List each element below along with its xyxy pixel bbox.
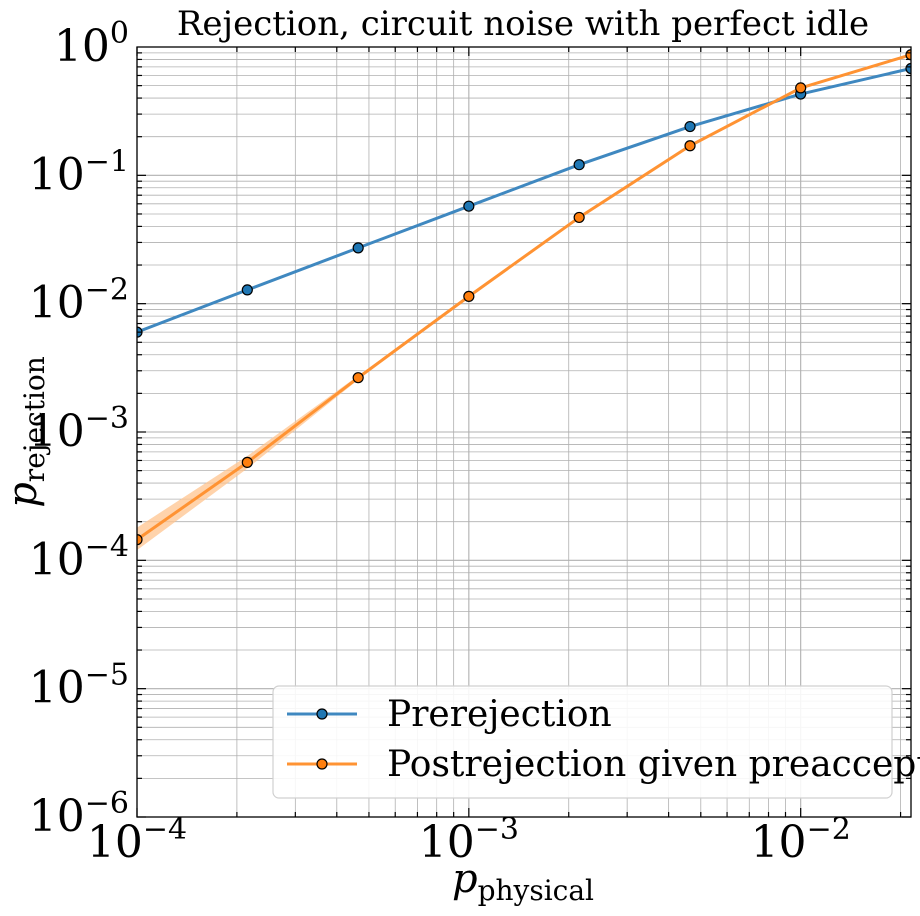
series-1-point — [795, 82, 807, 94]
series-1-point — [684, 140, 696, 152]
series-0-point — [463, 200, 475, 212]
series-0-point — [905, 62, 911, 75]
y-tick-label: 10−6 — [29, 786, 129, 842]
y-tick-label: 10−4 — [29, 529, 129, 585]
x-tick-labels: 10−4 10−3 10−2 — [87, 812, 851, 868]
y-tick-label: 10−3 — [29, 401, 129, 457]
legend-box — [272, 685, 893, 799]
axis-ticks — [136, 47, 911, 818]
x-tick-label: 10−4 — [87, 812, 187, 868]
series-0-point — [684, 120, 696, 133]
series-1-point — [241, 456, 253, 468]
series-1-point — [352, 372, 364, 384]
series-1-line — [137, 53, 911, 541]
series-1-point — [905, 49, 911, 61]
legend-marker-postrejection — [316, 758, 328, 770]
x-tick-label: 10−3 — [419, 812, 519, 868]
series-1-point — [137, 534, 143, 546]
y-tick-label: 10−5 — [29, 658, 129, 714]
y-tick-label: 10−2 — [29, 273, 129, 329]
x-tick-label: 10−2 — [751, 812, 851, 868]
series-0-line — [137, 67, 911, 334]
y-tick-labels: 100 10−1 10−2 10−3 10−4 10−5 10−6 — [29, 16, 129, 842]
x-axis-label: pphysical — [452, 856, 594, 907]
series-lines — [137, 53, 911, 541]
y-tick-label: 100 — [54, 16, 129, 72]
series-0-point — [241, 284, 253, 296]
legend-label-prerejection: Prerejection — [387, 694, 612, 735]
series-1-point — [573, 211, 585, 224]
legend: Prerejection Postrejection given preacce… — [272, 685, 920, 799]
confidence-bands — [137, 54, 911, 551]
series-1-point — [463, 290, 475, 302]
series-1-band — [137, 54, 911, 551]
series-0-point — [352, 242, 364, 254]
legend-label-postrejection: Postrejection given preacceptance — [387, 744, 920, 785]
y-axis-label: prejection — [0, 356, 51, 508]
y-tick-label: 10−1 — [29, 144, 129, 200]
chart-title: Rejection, circuit noise with perfect id… — [177, 4, 869, 44]
legend-marker-prerejection — [316, 708, 328, 720]
series-0-point — [573, 159, 585, 171]
